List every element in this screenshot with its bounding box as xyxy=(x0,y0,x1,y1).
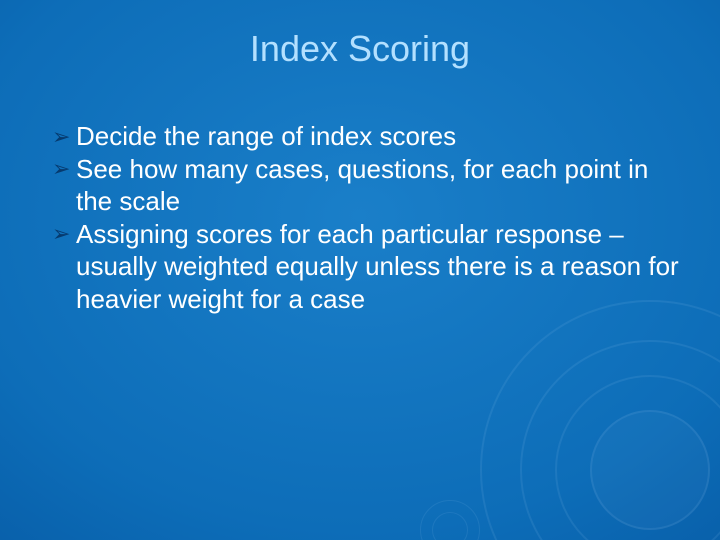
bullet-item: ➢ Decide the range of index scores xyxy=(52,120,680,153)
bullet-arrow-icon: ➢ xyxy=(52,155,70,183)
ring-decoration xyxy=(480,300,720,540)
bullet-arrow-icon: ➢ xyxy=(52,220,70,248)
ring-decoration xyxy=(420,500,480,540)
bullet-text: Assigning scores for each particular res… xyxy=(76,219,679,314)
bullet-item: ➢ Assigning scores for each particular r… xyxy=(52,218,680,316)
ring-decoration xyxy=(520,340,720,540)
ring-decoration xyxy=(555,375,720,540)
slide-body: ➢ Decide the range of index scores ➢ See… xyxy=(52,120,680,315)
bullet-text: Decide the range of index scores xyxy=(76,121,456,151)
ring-decoration xyxy=(590,410,710,530)
bullet-arrow-icon: ➢ xyxy=(52,123,70,151)
bullet-item: ➢ See how many cases, questions, for eac… xyxy=(52,153,680,218)
slide: Index Scoring ➢ Decide the range of inde… xyxy=(0,0,720,540)
slide-title: Index Scoring xyxy=(0,28,720,70)
bullet-text: See how many cases, questions, for each … xyxy=(76,154,648,217)
ring-decoration xyxy=(432,512,468,540)
